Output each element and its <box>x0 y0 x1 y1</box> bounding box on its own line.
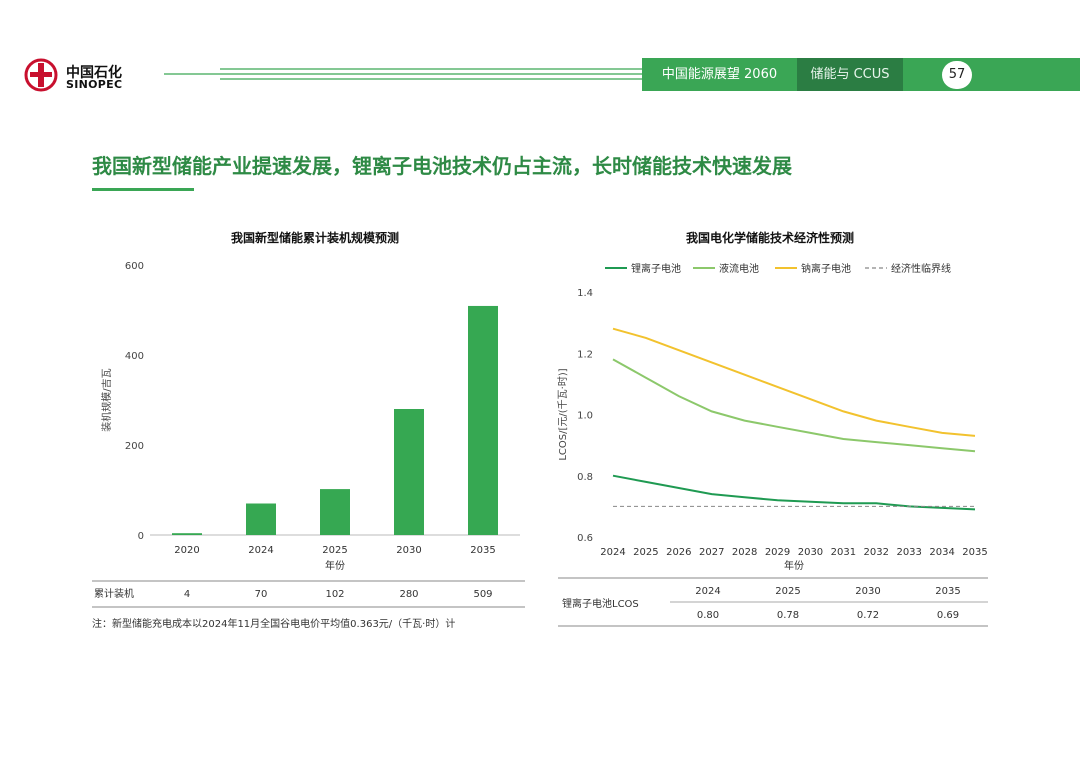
line-x-tick-label: 2033 <box>896 547 921 558</box>
header-tab-energy-outlook: 中国能源展望 2060 <box>642 58 797 91</box>
line-x-tick-label: 2035 <box>962 547 987 558</box>
line-x-tick-label: 2025 <box>633 547 658 558</box>
bar-2030 <box>394 409 424 535</box>
legend-label-threshold: 经济性临界线 <box>891 262 951 275</box>
line-y-axis-label: LCOS/[元/(千瓦·时)] <box>557 368 569 460</box>
line-table-year: 2025 <box>775 586 800 597</box>
bar-y-tick-label: 400 <box>125 351 144 362</box>
line-table-year: 2030 <box>855 586 880 597</box>
bar-table-value: 509 <box>473 589 492 600</box>
line-table-value: 0.78 <box>777 610 799 621</box>
line-x-tick-label: 2028 <box>732 547 757 558</box>
line-table-value: 0.80 <box>697 610 719 621</box>
series-line-flow <box>613 359 975 451</box>
bar-y-tick-label: 600 <box>125 261 144 272</box>
series-line-li-ion <box>613 476 975 510</box>
bar-x-tick-label: 2030 <box>396 545 421 556</box>
series-line-sodium-ion <box>613 329 975 436</box>
line-y-tick-label: 0.8 <box>577 472 593 483</box>
bar-x-tick-label: 2020 <box>174 545 199 556</box>
logo-text-en: SINOPEC <box>66 78 122 91</box>
bar-x-tick-label: 2025 <box>322 545 347 556</box>
bar-2024 <box>246 504 276 536</box>
sinopec-logo-icon <box>24 58 58 92</box>
bar-table-value: 102 <box>325 589 344 600</box>
bar-2035 <box>468 306 498 535</box>
legend-label-flow: 液流电池 <box>719 262 759 275</box>
footnote: 注：新型储能充电成本以2024年11月全国谷电电价平均值0.363元/（千瓦·时… <box>92 615 455 630</box>
line-x-tick-label: 2027 <box>699 547 724 558</box>
bar-x-tick-label: 2035 <box>470 545 495 556</box>
bar-x-tick-label: 2024 <box>248 545 273 556</box>
line-x-axis-label: 年份 <box>784 559 804 572</box>
line-y-tick-label: 1.0 <box>577 411 593 422</box>
bar-2025 <box>320 489 350 535</box>
line-chart-title: 我国电化学储能技术经济性预测 <box>620 229 920 246</box>
line-x-tick-label: 2026 <box>666 547 691 558</box>
line-y-tick-label: 0.6 <box>577 533 593 544</box>
line-y-tick-label: 1.2 <box>577 349 593 360</box>
page-title: 我国新型储能产业提速发展，锂离子电池技术仍占主流，长时储能技术快速发展 <box>92 150 792 179</box>
bar-chart: 2020 2024 2025 2030 2035 年份 0 200 400 600 装机规模/吉瓦… <box>88 250 538 612</box>
header-tab-storage-ccus: 储能与 CCUS <box>797 58 903 91</box>
line-x-tick-label: 2030 <box>798 547 823 558</box>
line-table-value: 0.69 <box>937 610 959 621</box>
line-table-row-label: 锂离子电池LCOS <box>562 597 639 610</box>
legend-label-sodium-ion: 钠离子电池 <box>801 262 851 275</box>
line-chart: 锂离子电池 液流电池 钠离子电池 经济性临界线 2024 2025 2026 2027 202… <box>550 250 1020 635</box>
bar-y-axis-label: 装机规模/吉瓦 <box>100 368 113 431</box>
line-x-tick-label: 2024 <box>600 547 625 558</box>
title-underline <box>92 188 194 191</box>
bar-table-row-label: 累计装机 <box>94 587 134 600</box>
bar-table-value: 70 <box>255 589 268 600</box>
line-table-value: 0.72 <box>857 610 879 621</box>
legend-label-li-ion: 锂离子电池 <box>631 262 681 275</box>
line-x-tick-label: 2029 <box>765 547 790 558</box>
line-table-year: 2024 <box>695 586 720 597</box>
line-table-year: 2035 <box>935 586 960 597</box>
line-x-tick-label: 2031 <box>831 547 856 558</box>
bar-chart-title: 我国新型储能累计装机规模预测 <box>170 229 460 246</box>
page-number: 57 <box>942 61 972 89</box>
line-x-tick-label: 2032 <box>864 547 889 558</box>
bar-table-value: 4 <box>184 589 190 600</box>
bar-y-tick-label: 200 <box>125 441 144 452</box>
bar-x-axis-label: 年份 <box>325 559 345 572</box>
line-y-tick-label: 1.4 <box>577 288 593 299</box>
bar-table-value: 280 <box>399 589 418 600</box>
line-x-tick-label: 2034 <box>929 547 954 558</box>
header-divider-lines <box>164 66 642 84</box>
bar-y-tick-label: 0 <box>138 531 144 542</box>
bar-2020 <box>172 533 202 535</box>
